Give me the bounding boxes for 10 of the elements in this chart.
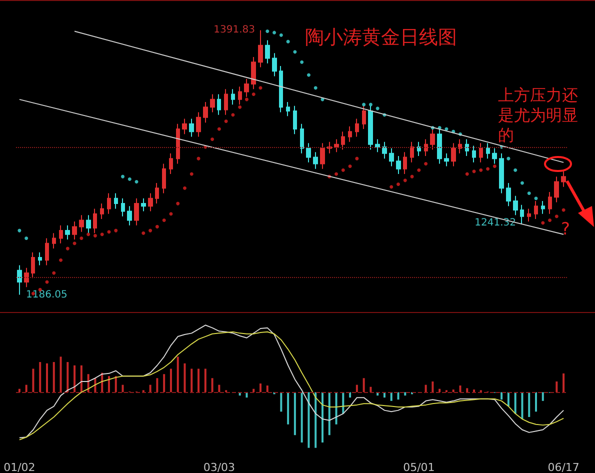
x-tick-label: 05/01 [403,461,435,473]
annotation: 1241.32 [474,218,516,228]
x-tick-label: 03/03 [203,461,236,473]
chart-title: 陶小涛黄金日线图 [305,26,457,48]
x-tick-label: 06/17 [548,461,580,473]
annotation: 上方压力还是尤为明显的 [498,86,578,144]
x-tick-label: 01/02 [4,461,36,473]
annotation: 1186.05 [26,290,68,300]
annotation: 1391.83 [214,24,255,36]
annotation: ? [561,220,570,240]
